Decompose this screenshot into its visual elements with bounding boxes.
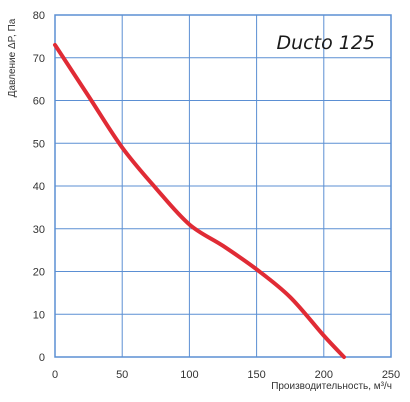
x-tick-label: 0 [52,369,58,381]
performance-curve [53,42,346,359]
x-tick-label: 50 [116,369,128,381]
y-tick-label: 80 [33,10,45,22]
x-tick-labels: 0 50 100 150 200 250 [52,369,400,381]
y-tick-label: 50 [33,138,45,150]
y-tick-label: 40 [33,181,45,193]
y-tick-label: 70 [33,53,45,65]
y-tick-label: 20 [33,267,45,279]
y-tick-label: 30 [33,224,45,236]
plot-frame [54,14,392,358]
grid-lines [54,14,392,358]
x-tick-label: 250 [382,369,400,381]
x-tick-label: 100 [180,369,198,381]
y-tick-label: 0 [39,352,45,364]
y-tick-label: 10 [33,309,45,321]
y-axis-label: Давление ΔP, Па [7,18,18,97]
x-axis-label: Производительность, м³/ч [271,381,392,392]
y-tick-labels: 0 10 20 30 40 50 60 70 80 [33,10,45,364]
x-tick-label: 150 [247,369,265,381]
y-tick-label: 60 [33,96,45,108]
x-tick-label: 200 [315,369,333,381]
chart-title: Ducto 125 [277,32,376,54]
